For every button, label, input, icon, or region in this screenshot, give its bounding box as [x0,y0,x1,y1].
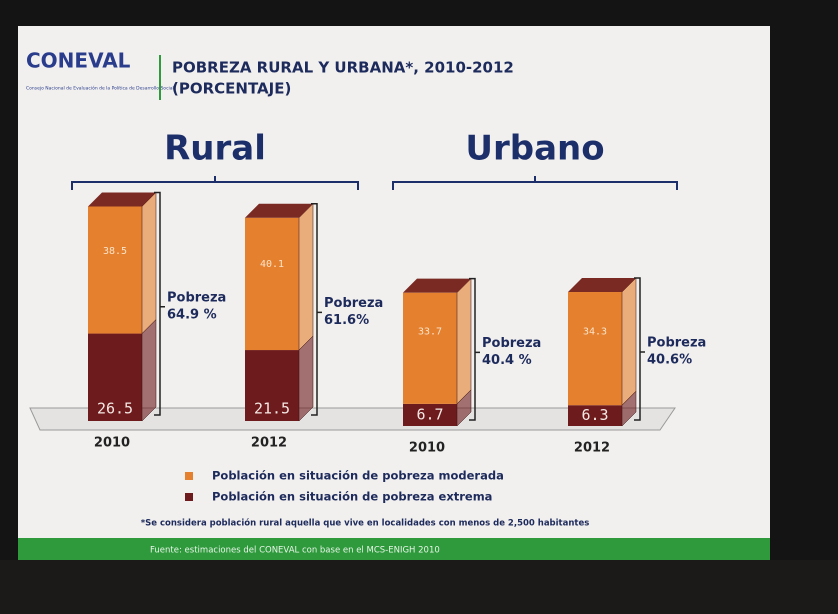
title: POBREZA RURAL Y URBANA*, 2010-2012 [172,59,514,77]
logo: CONEVAL [26,49,131,73]
value-label: 40.1 [260,259,284,270]
bar-side [142,193,156,334]
screen: CONEVAL Consejo Nacional de Evaluación d… [0,0,838,614]
total-label: Pobreza [324,296,383,311]
source: Fuente: estimaciones del CONEVAL con bas… [150,546,440,556]
bar-side [457,279,471,404]
total-label: Pobreza [167,290,226,305]
page: CONEVAL Consejo Nacional de Evaluación d… [0,0,838,614]
value-label: 6.7 [416,405,443,423]
legend-label: Población en situación de pobreza extrem… [212,490,492,504]
legend-label: Población en situación de pobreza modera… [212,469,504,483]
bar-side [299,204,313,350]
total-value: 40.6% [647,353,692,368]
stage [0,560,838,614]
bar-segment [568,292,622,405]
x-tick-label: 2012 [574,441,610,456]
x-tick-label: 2012 [251,436,287,451]
x-tick-label: 2010 [409,441,445,456]
value-label: 26.5 [97,400,133,418]
total-label: Pobreza [482,336,541,351]
total-label: Pobreza [647,336,706,351]
bar-segment [88,207,142,334]
group-label: Urbano [465,129,604,169]
value-label: 21.5 [254,400,290,418]
total-value: 64.9 % [167,307,217,322]
total-value: 40.4 % [482,353,532,368]
footnote: *Se considera población rural aquella qu… [141,518,590,529]
bar-side [299,336,313,421]
logo-subtitle: Consejo Nacional de Evaluación de la Pol… [26,85,174,92]
bar-side [622,278,636,405]
legend-swatch [185,493,193,501]
value-label: 33.7 [418,327,442,338]
x-tick-label: 2010 [94,436,130,451]
value-label: 38.5 [103,246,127,257]
bar-side [142,320,156,421]
total-value: 61.6% [324,313,369,328]
legend-swatch [185,472,193,480]
value-label: 6.3 [581,406,608,424]
bar-segment [245,218,299,350]
bar-segment [403,293,457,404]
value-label: 34.3 [583,327,607,338]
group-label: Rural [164,129,266,169]
subtitle: (PORCENTAJE) [172,80,291,98]
